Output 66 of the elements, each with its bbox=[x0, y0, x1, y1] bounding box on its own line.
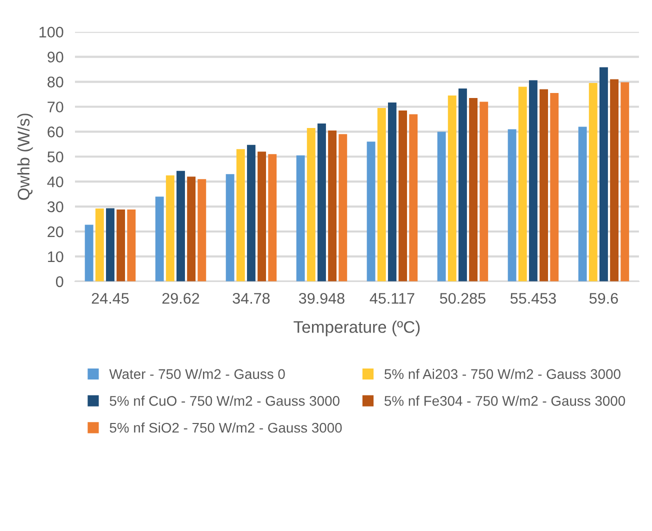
y-tick-label: 70 bbox=[48, 102, 64, 112]
bar bbox=[610, 79, 619, 282]
x-tick-label: 59.6 bbox=[589, 292, 618, 304]
bar bbox=[106, 208, 114, 282]
bar bbox=[155, 196, 164, 282]
bar bbox=[198, 179, 206, 282]
y-tick-label: 10 bbox=[48, 251, 64, 262]
bar bbox=[296, 155, 305, 282]
bar bbox=[268, 154, 277, 282]
y-tick-label: 30 bbox=[47, 201, 64, 212]
bar bbox=[187, 176, 196, 282]
x-tick-label: 24.45 bbox=[92, 292, 129, 304]
bar bbox=[458, 88, 467, 282]
y-axis-title: Qwhb (W/s) bbox=[17, 114, 33, 200]
y-tick-label: 60 bbox=[48, 126, 64, 138]
bar bbox=[116, 210, 126, 282]
x-axis-title: Temperature (ºC) bbox=[294, 320, 420, 336]
bar bbox=[480, 102, 488, 282]
bar bbox=[620, 82, 630, 282]
bar bbox=[409, 114, 418, 282]
x-tick-label: 39.948 bbox=[298, 292, 344, 304]
x-tick-label: 34.78 bbox=[232, 292, 270, 304]
legend-label: 5% nf SiO2 - 750 W/m2 - Gauss 3000 bbox=[110, 422, 342, 433]
y-tick-label: 80 bbox=[48, 76, 64, 88]
y-tick-label: 0 bbox=[56, 276, 64, 288]
x-tick-label: 55.453 bbox=[510, 292, 556, 304]
y-tick-label: 20 bbox=[48, 226, 64, 238]
x-tick-label: 50.285 bbox=[440, 292, 486, 304]
bar bbox=[398, 110, 408, 282]
bar bbox=[528, 80, 538, 282]
y-tick-label: 90 bbox=[48, 52, 64, 63]
bar bbox=[437, 132, 446, 282]
bar bbox=[540, 89, 548, 282]
y-tick-label: 40 bbox=[47, 176, 64, 188]
bar bbox=[518, 86, 527, 282]
bar bbox=[578, 126, 587, 282]
bar bbox=[366, 142, 376, 282]
bar bbox=[127, 210, 136, 282]
bar bbox=[246, 144, 256, 282]
legend-label: 5% nf Fe304 - 750 W/m2 - Gauss 3000 bbox=[384, 396, 626, 406]
bar bbox=[306, 128, 316, 282]
legend-label: 5% nf CuO - 750 W/m2 - Gauss 3000 bbox=[110, 396, 340, 406]
bar bbox=[599, 67, 608, 282]
bar bbox=[236, 149, 245, 282]
bar bbox=[84, 224, 94, 282]
bar bbox=[508, 129, 516, 282]
legend-label: 5% nf Ai203 - 750 W/m2 - Gauss 3000 bbox=[384, 368, 620, 380]
y-tick-label: 100 bbox=[40, 26, 64, 38]
legend-label: Water - 750 W/m2 - Gauss 0 bbox=[109, 368, 285, 380]
x-tick-label: 45.117 bbox=[370, 293, 414, 304]
x-tick-label: 29.62 bbox=[162, 292, 200, 304]
bar bbox=[226, 174, 234, 282]
bar bbox=[176, 170, 185, 282]
y-tick-label: 50 bbox=[47, 152, 64, 162]
bar bbox=[338, 134, 348, 282]
bar bbox=[258, 152, 266, 282]
bar bbox=[388, 102, 396, 282]
bar bbox=[377, 108, 386, 282]
bar bbox=[550, 93, 559, 282]
bar bbox=[317, 123, 326, 282]
bar bbox=[95, 208, 104, 282]
bar bbox=[469, 98, 478, 282]
bar bbox=[588, 83, 598, 282]
bar bbox=[166, 175, 174, 282]
bar bbox=[448, 96, 456, 282]
bar bbox=[328, 130, 337, 282]
